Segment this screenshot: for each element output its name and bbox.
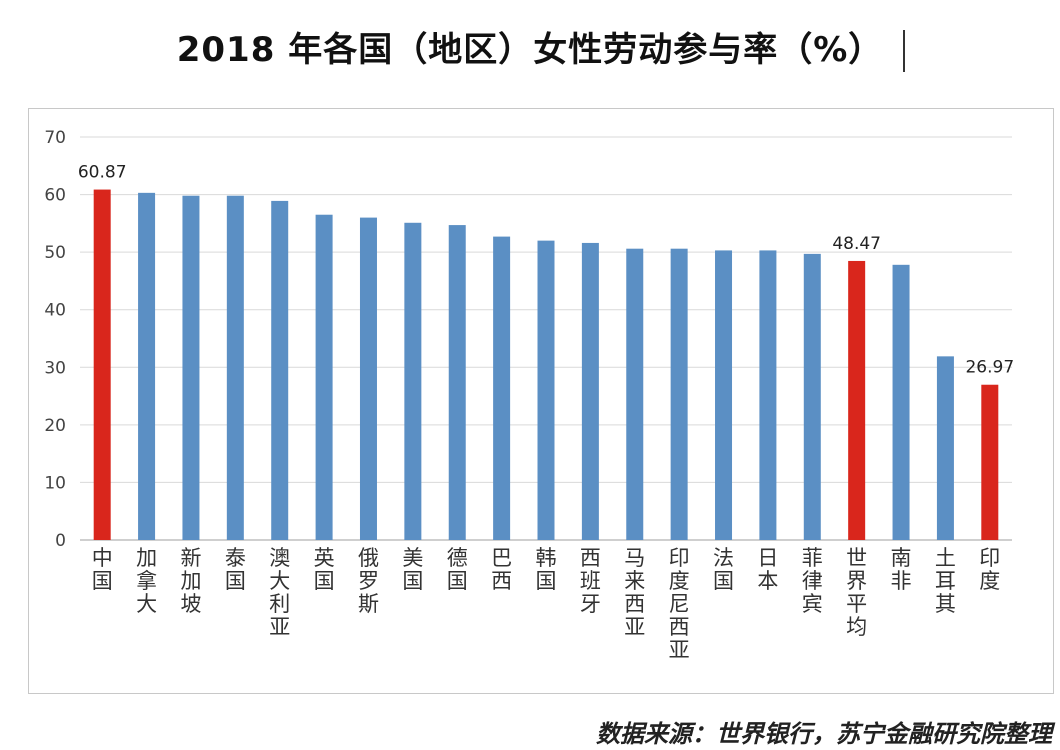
x-tick-label-char: 马 xyxy=(624,546,645,570)
x-tick-label-char: 南 xyxy=(891,546,912,570)
x-tick-label-char: 班 xyxy=(580,569,601,593)
bar xyxy=(448,225,466,540)
bar xyxy=(715,250,733,540)
y-tick-label: 50 xyxy=(44,243,66,263)
x-tick-label-char: 巴 xyxy=(491,546,512,570)
y-tick-label: 20 xyxy=(44,416,66,436)
x-tick-label-char: 菲 xyxy=(802,546,823,570)
x-tick-label-char: 度 xyxy=(669,569,690,593)
x-tick-label-char: 澳 xyxy=(269,546,290,570)
x-tick-label-char: 国 xyxy=(225,569,246,593)
x-tick-label-char: 其 xyxy=(935,592,956,616)
x-tick-label-char: 国 xyxy=(314,569,335,593)
x-tick-label-char: 亚 xyxy=(624,615,645,639)
x-tick-label-char: 加 xyxy=(180,569,201,593)
bar xyxy=(936,356,954,540)
x-tick-label-char: 韩 xyxy=(536,546,557,570)
bar xyxy=(493,236,511,540)
x-tick-label-char: 加 xyxy=(136,546,157,570)
bar xyxy=(626,248,644,540)
x-tick-label-char: 法 xyxy=(713,546,734,570)
x-tick-label-char: 律 xyxy=(802,569,823,593)
bar xyxy=(93,189,111,540)
x-tick-label-char: 德 xyxy=(447,546,468,570)
y-tick-label: 0 xyxy=(55,531,66,551)
chart-title: 2018 年各国（地区）女性劳动参与率（%） xyxy=(176,30,884,70)
x-tick-label-char: 印 xyxy=(979,546,1000,570)
x-tick-label-char: 利 xyxy=(269,592,290,616)
bar xyxy=(359,217,377,540)
x-tick-label-char: 西 xyxy=(624,592,645,616)
x-tick-label-char: 尼 xyxy=(669,592,690,616)
x-tick-label-char: 国 xyxy=(402,569,423,593)
bar xyxy=(226,195,244,541)
x-tick-label-char: 来 xyxy=(624,569,645,593)
y-tick-label: 30 xyxy=(44,358,66,378)
x-tick-label-char: 大 xyxy=(269,569,290,593)
x-tick-label-char: 印 xyxy=(669,546,690,570)
bar xyxy=(981,384,999,540)
x-tick-label-char: 本 xyxy=(757,569,778,593)
x-tick-label-char: 国 xyxy=(536,569,557,593)
x-tick-label-char: 均 xyxy=(846,615,867,639)
bar xyxy=(271,200,289,540)
bar xyxy=(803,253,821,540)
x-tick-label-char: 日 xyxy=(757,546,778,570)
text-cursor xyxy=(903,30,905,72)
bar xyxy=(404,222,422,540)
y-tick-label: 70 xyxy=(44,128,66,148)
x-tick-label-char: 耳 xyxy=(935,569,956,593)
x-tick-label-char: 亚 xyxy=(669,638,690,662)
y-tick-label: 10 xyxy=(44,473,66,493)
x-tick-label-char: 英 xyxy=(314,546,335,570)
x-tick-label-char: 罗 xyxy=(358,569,379,593)
x-tick-label-char: 国 xyxy=(713,569,734,593)
x-tick-label-char: 宾 xyxy=(802,592,823,616)
x-tick-label-char: 泰 xyxy=(225,546,246,570)
x-tick-label-char: 大 xyxy=(136,592,157,616)
x-tick-label-char: 牙 xyxy=(580,592,601,616)
x-tick-label-char: 度 xyxy=(979,569,1000,593)
bar xyxy=(182,195,200,541)
x-tick-label-char: 世 xyxy=(846,546,867,570)
x-tick-label-char: 界 xyxy=(846,569,867,593)
x-tick-label-char: 平 xyxy=(846,592,867,616)
bar xyxy=(848,260,866,540)
bar xyxy=(581,242,599,540)
bar xyxy=(670,248,688,540)
bar xyxy=(138,192,156,540)
data-label: 26.97 xyxy=(965,358,1014,378)
bar xyxy=(759,250,777,540)
x-tick-label-char: 美 xyxy=(402,546,423,570)
x-tick-label-char: 西 xyxy=(669,615,690,639)
bar xyxy=(315,214,333,540)
x-tick-label-char: 西 xyxy=(491,569,512,593)
x-tick-label-char: 中 xyxy=(92,546,113,570)
x-tick-label-char: 西 xyxy=(580,546,601,570)
data-label: 60.87 xyxy=(78,163,127,183)
x-tick-label-char: 国 xyxy=(92,569,113,593)
data-label: 48.47 xyxy=(832,234,881,254)
x-tick-label-char: 土 xyxy=(935,546,956,570)
data-source-note: 数据来源：世界银行，苏宁金融研究院整理 xyxy=(596,720,1052,748)
y-tick-label: 60 xyxy=(44,186,66,206)
x-tick-label-char: 拿 xyxy=(136,569,157,593)
x-tick-label-char: 亚 xyxy=(269,615,290,639)
bar xyxy=(537,240,555,540)
x-tick-label-char: 斯 xyxy=(358,592,379,616)
x-tick-label-char: 国 xyxy=(447,569,468,593)
bar xyxy=(892,264,910,540)
x-tick-label-char: 非 xyxy=(891,569,912,593)
x-tick-label-char: 俄 xyxy=(358,546,379,570)
y-tick-label: 40 xyxy=(44,301,66,321)
x-tick-label-char: 坡 xyxy=(180,592,201,616)
x-tick-label-char: 新 xyxy=(180,546,201,570)
